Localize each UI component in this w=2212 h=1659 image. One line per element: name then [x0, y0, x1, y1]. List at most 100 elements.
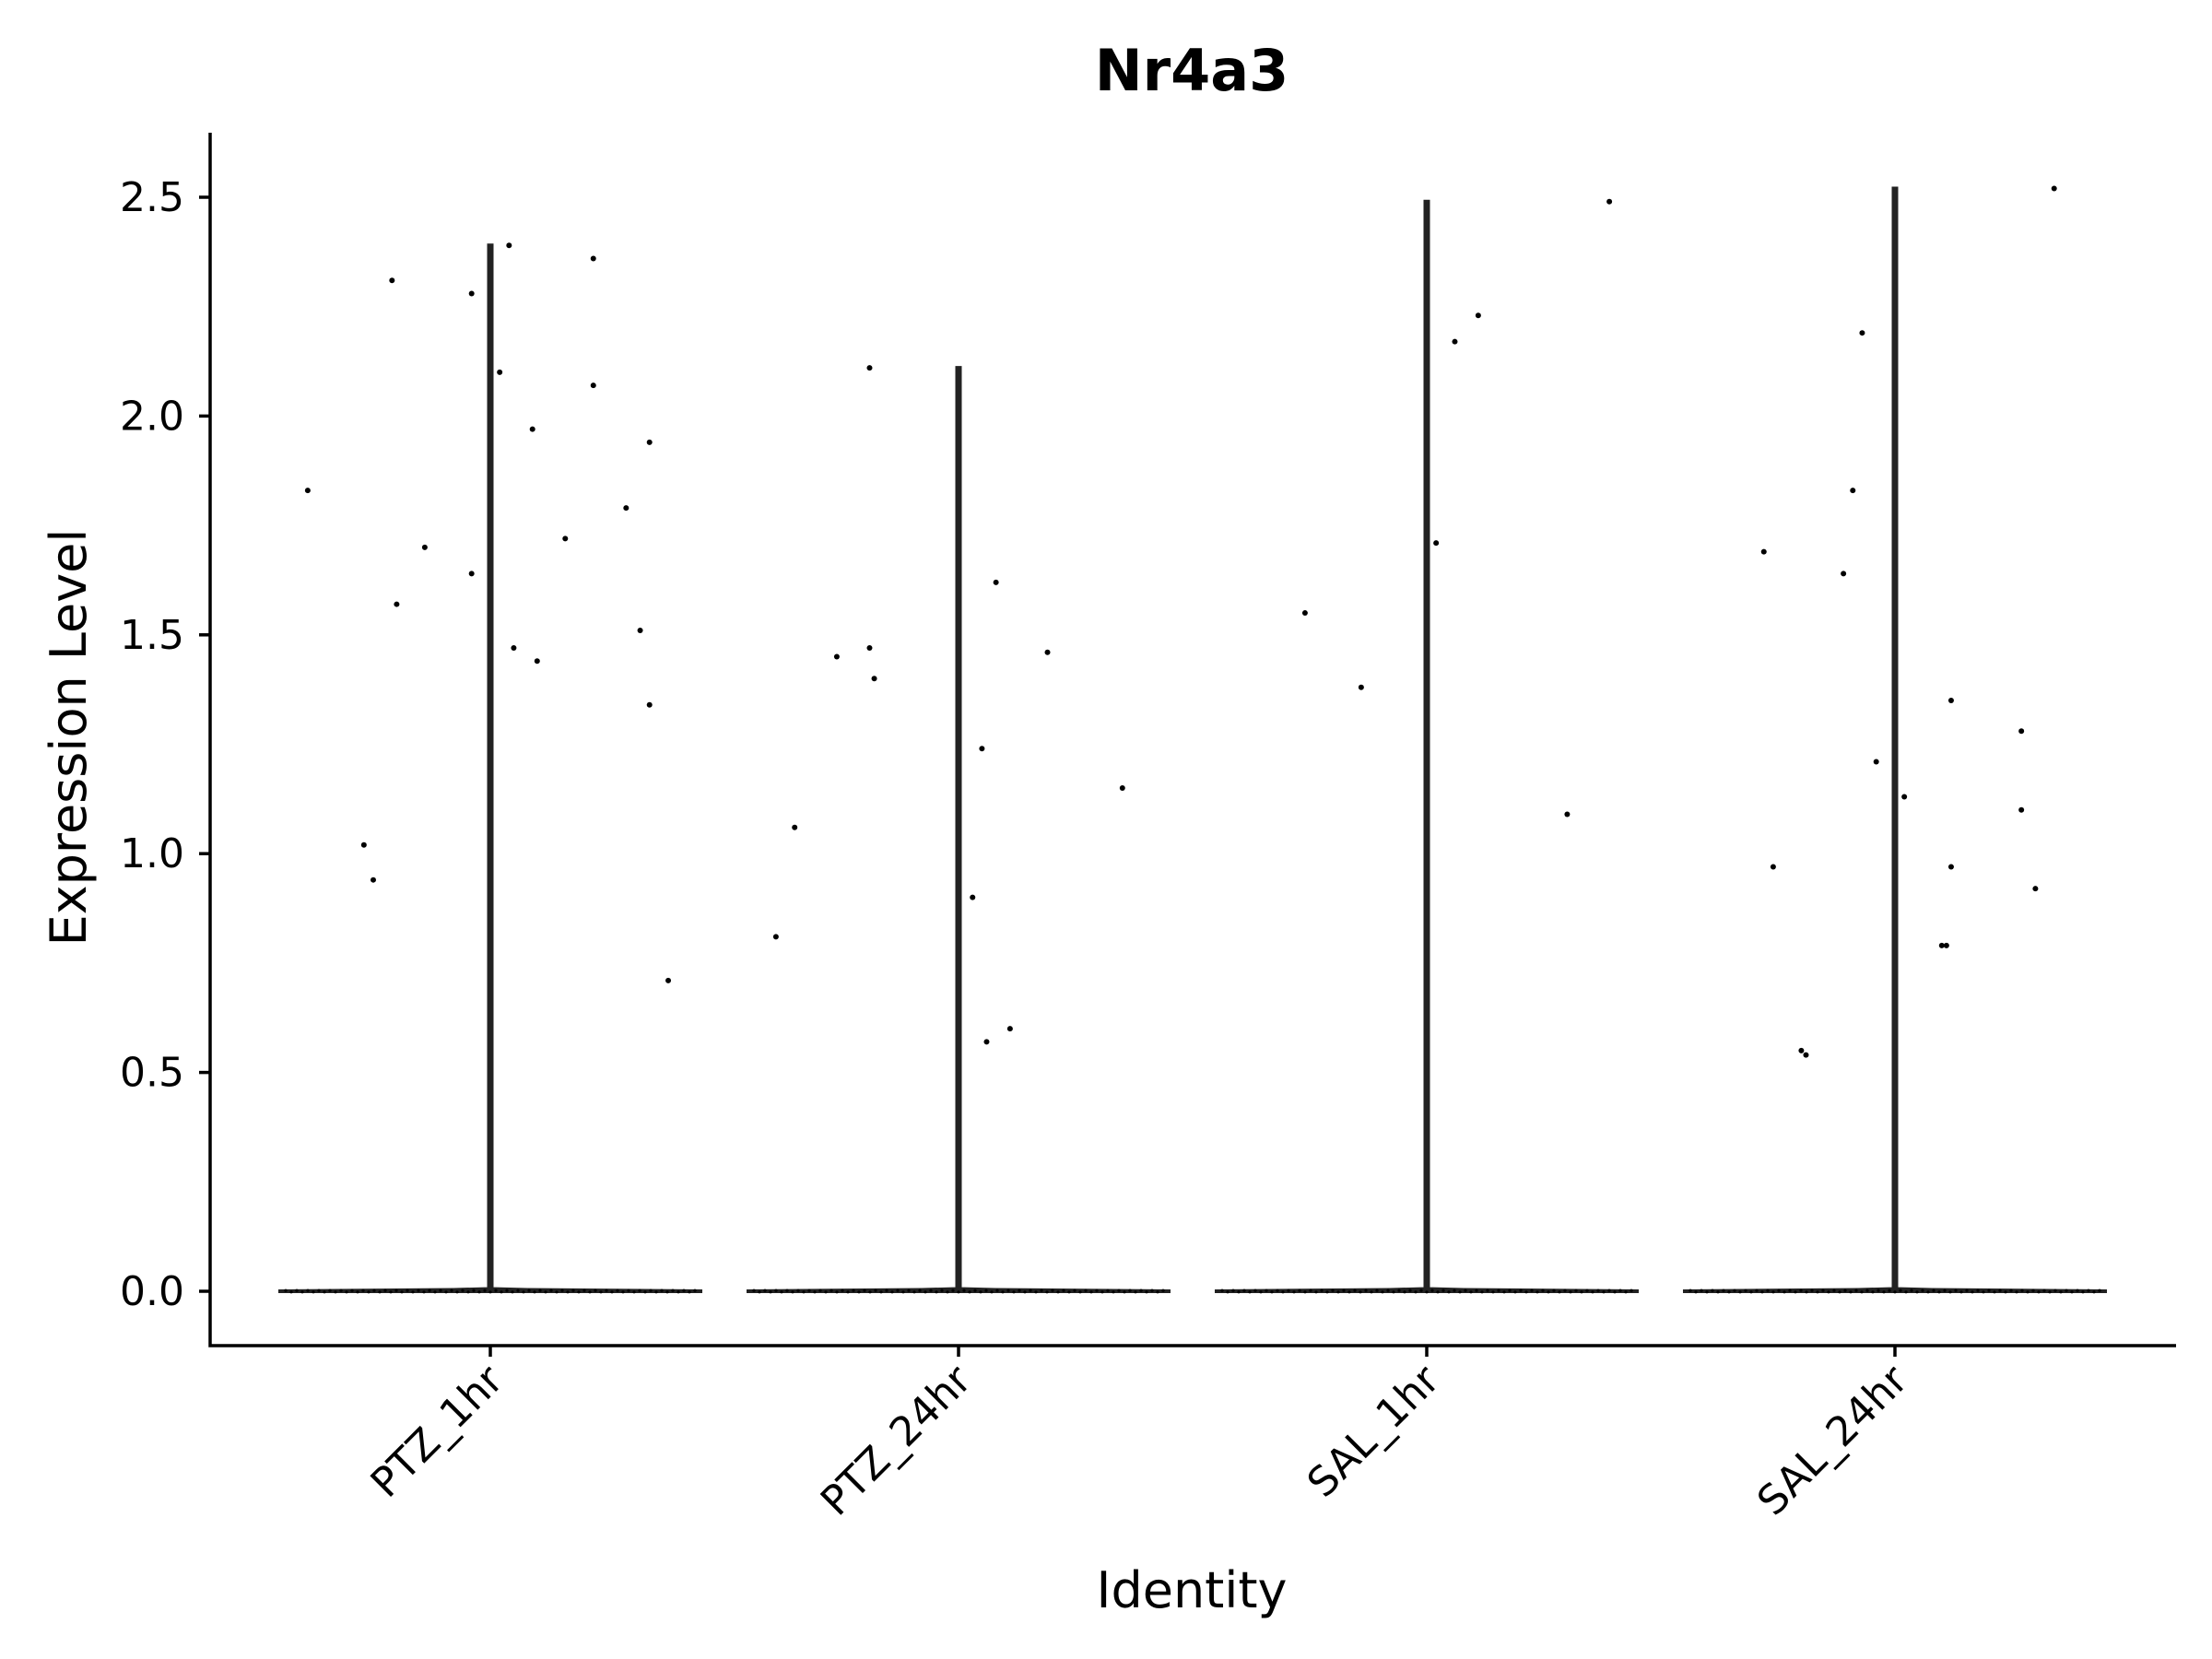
- zero-point: [505, 1288, 509, 1292]
- zero-point: [688, 1290, 691, 1294]
- zero-point: [1150, 1288, 1154, 1292]
- zero-point: [1749, 1290, 1753, 1294]
- data-point: [511, 645, 517, 652]
- zero-point: [763, 1288, 767, 1292]
- zero-point: [1156, 1290, 1159, 1294]
- zero-point: [494, 1288, 498, 1292]
- zero-point: [1771, 1290, 1775, 1294]
- data-point: [1452, 338, 1458, 345]
- zero-point: [1563, 1288, 1567, 1292]
- zero-point: [1336, 1290, 1340, 1294]
- zero-point: [1733, 1288, 1736, 1292]
- zero-point: [929, 1288, 933, 1292]
- zero-point: [394, 1288, 398, 1292]
- zero-point: [500, 1290, 503, 1294]
- zero-point: [571, 1288, 575, 1292]
- zero-point: [1497, 1288, 1500, 1292]
- zero-point: [1976, 1288, 1980, 1292]
- zero-point: [1959, 1290, 1963, 1294]
- data-point: [979, 746, 985, 752]
- zero-point: [1112, 1290, 1115, 1294]
- zero-point: [1971, 1290, 1974, 1294]
- zero-point: [1843, 1288, 1847, 1292]
- zero-point: [461, 1288, 465, 1292]
- zero-point: [488, 1290, 492, 1294]
- zero-point: [1248, 1290, 1252, 1294]
- data-point: [1938, 942, 1945, 948]
- data-point: [1770, 864, 1776, 870]
- data-point: [993, 579, 999, 585]
- data-point: [394, 601, 400, 607]
- zero-point: [2004, 1290, 2007, 1294]
- data-point: [1943, 942, 1949, 948]
- zero-point: [345, 1290, 348, 1294]
- zero-point: [2087, 1288, 2090, 1292]
- zero-point: [295, 1288, 299, 1292]
- zero-point: [979, 1290, 982, 1294]
- zero-point: [361, 1288, 365, 1292]
- zero-point: [1298, 1288, 1301, 1292]
- zero-point: [1359, 1290, 1362, 1294]
- data-point: [304, 488, 311, 494]
- data-point: [1358, 684, 1364, 690]
- data-point: [1841, 571, 1847, 577]
- data-point: [866, 365, 873, 371]
- zero-point: [1547, 1290, 1550, 1294]
- y-tick-label: 2.0: [120, 393, 184, 440]
- data-point: [1760, 548, 1767, 555]
- zero-point: [1860, 1290, 1864, 1294]
- zero-point: [1375, 1288, 1379, 1292]
- zero-point: [1242, 1288, 1246, 1292]
- zero-point: [367, 1290, 371, 1294]
- data-point: [2051, 185, 2057, 192]
- zero-point: [1783, 1290, 1786, 1294]
- zero-point: [594, 1288, 597, 1292]
- data-point: [1850, 488, 1856, 494]
- zero-point: [2053, 1288, 2057, 1292]
- y-tick-label: 1.0: [120, 830, 184, 877]
- zero-point: [522, 1290, 525, 1294]
- zero-point: [1755, 1288, 1759, 1292]
- zero-point: [818, 1288, 822, 1292]
- zero-point: [334, 1290, 337, 1294]
- zero-point: [289, 1290, 293, 1294]
- zero-point: [940, 1288, 944, 1292]
- data-point: [1006, 1026, 1013, 1032]
- zero-point: [2048, 1290, 2052, 1294]
- zero-point: [1342, 1288, 1346, 1292]
- zero-point: [1095, 1288, 1099, 1292]
- zero-point: [643, 1290, 647, 1294]
- data-point: [2018, 728, 2025, 735]
- violin-SAL_1hr: [1214, 199, 1640, 1293]
- zero-point: [962, 1288, 966, 1292]
- zero-point: [2020, 1288, 2024, 1292]
- zero-point: [428, 1288, 431, 1292]
- zero-point: [1744, 1288, 1747, 1292]
- zero-point: [1899, 1288, 1902, 1292]
- data-point: [534, 658, 540, 665]
- zero-point: [1056, 1290, 1060, 1294]
- zero-point: [1073, 1288, 1077, 1292]
- zero-point: [527, 1288, 531, 1292]
- zero-point: [1331, 1288, 1335, 1292]
- zero-point: [1123, 1290, 1126, 1294]
- zero-point: [1535, 1290, 1539, 1294]
- data-point: [1606, 198, 1613, 205]
- data-point: [389, 277, 395, 284]
- violin-PTZ_24hr: [746, 366, 1171, 1293]
- zero-point: [785, 1288, 789, 1292]
- zero-point: [582, 1288, 586, 1292]
- data-point: [833, 653, 840, 660]
- zero-point: [1281, 1290, 1285, 1294]
- data-point: [529, 426, 535, 432]
- y-axis-title: Expression Level: [40, 529, 98, 947]
- zero-point: [1231, 1288, 1235, 1292]
- zero-point: [2076, 1288, 2079, 1292]
- zero-point: [1128, 1288, 1132, 1292]
- y-tick-label: 1.5: [120, 612, 184, 659]
- zero-point: [284, 1288, 288, 1292]
- zero-point: [995, 1288, 999, 1292]
- zero-point: [383, 1288, 387, 1292]
- zero-point: [1303, 1290, 1307, 1294]
